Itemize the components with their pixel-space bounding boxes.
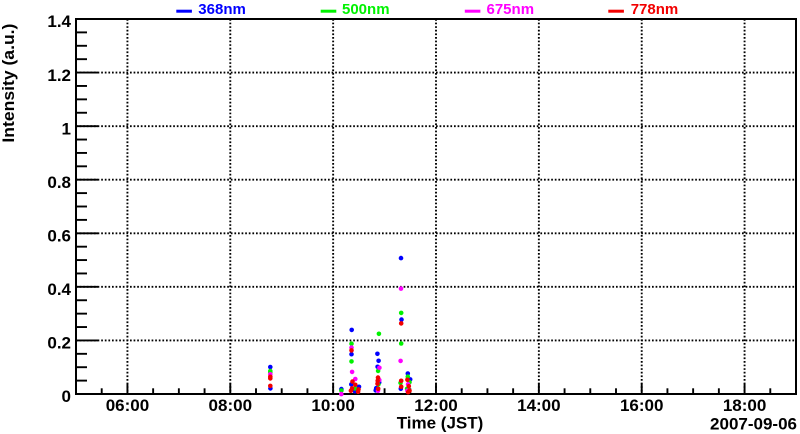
svg-text:500nm: 500nm: [342, 1, 390, 18]
svg-text:0.8: 0.8: [47, 173, 71, 192]
svg-text:1: 1: [62, 119, 71, 138]
svg-text:675nm: 675nm: [487, 1, 535, 18]
svg-text:1.4: 1.4: [47, 12, 71, 31]
svg-text:10:00: 10:00: [311, 396, 354, 415]
svg-text:368nm: 368nm: [198, 1, 246, 18]
svg-text:Time (JST): Time (JST): [397, 414, 484, 433]
svg-text:0.2: 0.2: [47, 334, 71, 353]
svg-text:0: 0: [62, 387, 71, 406]
svg-text:14:00: 14:00: [517, 396, 560, 415]
svg-text:Intensity (a.u.): Intensity (a.u.): [0, 24, 18, 143]
svg-text:0.6: 0.6: [47, 226, 71, 245]
svg-text:0.4: 0.4: [47, 280, 71, 299]
svg-text:16:00: 16:00: [620, 396, 663, 415]
svg-text:18:00: 18:00: [723, 396, 766, 415]
svg-text:2007-09-06: 2007-09-06: [710, 415, 797, 434]
svg-text:778nm: 778nm: [631, 1, 679, 18]
svg-text:1.2: 1.2: [47, 66, 71, 85]
svg-text:06:00: 06:00: [106, 396, 149, 415]
svg-text:12:00: 12:00: [414, 396, 457, 415]
svg-text:08:00: 08:00: [209, 396, 252, 415]
